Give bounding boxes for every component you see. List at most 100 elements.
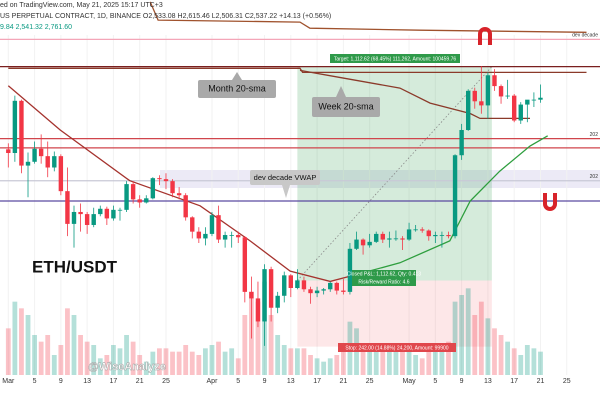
candle-body [400, 238, 405, 240]
volume-bar [386, 348, 392, 375]
volume-bar [373, 351, 379, 375]
x-tick-label: 17 [110, 378, 118, 385]
stop-label: Stop: 242.00 (14.88%) 24,200, Amount: 99… [345, 345, 448, 351]
volume-bar [137, 355, 143, 375]
x-tick-label: 21 [339, 378, 347, 385]
candle-body [25, 161, 31, 166]
volume-bar [170, 351, 175, 375]
annotation-pointer [282, 185, 290, 198]
x-tick-label: 13 [83, 378, 91, 385]
volume-bar [334, 355, 340, 375]
candle-body [341, 290, 346, 292]
candle-body [498, 86, 504, 97]
volume-bar [209, 345, 215, 375]
candle-body [314, 290, 320, 294]
candle-body [65, 191, 70, 224]
x-tick-label: Apr [207, 378, 219, 385]
level-label: 202 [590, 132, 599, 138]
volume-bar [130, 341, 136, 375]
candle-body [58, 156, 64, 192]
candle-body [117, 209, 123, 211]
volume-bar [222, 351, 228, 375]
volume-bar [51, 355, 57, 375]
volume-bar [143, 361, 149, 375]
candle-body [452, 155, 458, 237]
stop-label-box [338, 343, 456, 352]
pnl-label: Closed P&L: 1,112.62, Qty: 0.413 [347, 271, 421, 277]
volume-bar [229, 348, 235, 375]
volume-bar [196, 355, 202, 375]
candle-body [19, 100, 24, 166]
candle-body [426, 230, 431, 237]
annotation-box [312, 97, 380, 117]
candle-body [150, 178, 156, 199]
volume-bar [176, 351, 182, 375]
candle-body [91, 214, 96, 225]
volume-bar [452, 301, 458, 375]
volume-bar [104, 355, 110, 375]
volume-bar [19, 308, 24, 375]
volume-bar [288, 348, 294, 375]
volume-bar [432, 351, 438, 375]
candle-body [130, 184, 136, 200]
candle-body [328, 282, 333, 290]
candle-body [157, 178, 162, 180]
candle-body [196, 231, 202, 239]
volume-bar [426, 351, 432, 375]
volume-bar [446, 341, 451, 375]
volume-bar [32, 335, 37, 375]
volume-bar [308, 355, 313, 375]
candle-body [38, 148, 44, 157]
x-tick-label: 9 [263, 378, 267, 385]
x-tick-label: 5 [433, 378, 437, 385]
candle-body [262, 269, 267, 322]
candle-body [163, 179, 169, 182]
annotation: Week 20-sma [318, 101, 373, 111]
volume-bar [203, 348, 208, 375]
indicator-text: 9.84 2,541.32 2,761.60 [0, 24, 72, 31]
volume-bar [413, 355, 419, 375]
candle-body [255, 298, 261, 322]
volume-bar [38, 341, 44, 375]
target-label: Target: 1,112.62 (68.45%) 111,262, Amoun… [334, 56, 457, 62]
ma-line [349, 135, 549, 277]
candle-body [354, 239, 359, 249]
loss-zone [297, 280, 492, 347]
volume-bar [400, 351, 405, 375]
candle-body [413, 229, 418, 231]
volume-bar [459, 295, 465, 375]
candle-body [538, 97, 543, 100]
candle-body [78, 211, 83, 215]
volume-bar [314, 358, 320, 375]
x-tick-label: 17 [313, 378, 321, 385]
candle-body [268, 269, 274, 308]
candle-body [472, 90, 477, 102]
candle-body [406, 229, 412, 240]
x-tick-label: 21 [136, 378, 144, 385]
candle-body [176, 193, 182, 196]
candle-body [479, 101, 484, 106]
candle-body [446, 235, 451, 237]
volume-bar [71, 315, 77, 375]
candle-body [111, 209, 116, 219]
volume-bar [538, 351, 543, 375]
candle-body [242, 237, 248, 292]
volume-bar [84, 341, 90, 375]
candle-body [71, 211, 77, 224]
candle-body [144, 198, 149, 203]
annotation-box [250, 170, 320, 185]
candle-body [282, 275, 287, 296]
x-tick-label: 25 [366, 378, 374, 385]
volume-bar [91, 345, 97, 375]
candle-body [367, 241, 372, 246]
candle-body [84, 214, 90, 225]
volume-bar [321, 361, 327, 375]
x-tick-label: 25 [162, 378, 170, 385]
candle-body [137, 199, 142, 203]
volume-bar [294, 348, 300, 375]
volume-bar [472, 315, 478, 375]
target-label-box [330, 54, 460, 63]
ma-line [149, 1, 587, 33]
candle-body [32, 148, 37, 162]
